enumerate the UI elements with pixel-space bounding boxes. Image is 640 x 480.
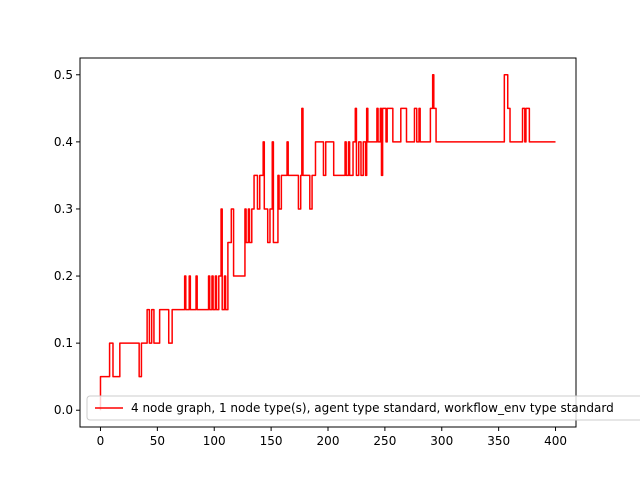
y-tick-label: 0.2 (54, 269, 73, 283)
x-tick-label: 350 (487, 434, 510, 448)
x-tick-label: 400 (544, 434, 567, 448)
y-tick-label: 0.4 (54, 135, 73, 149)
x-axis-ticks: 0 50 100 150 200 250 300 350 400 (97, 427, 567, 448)
legend: 4 node graph, 1 node type(s), agent type… (86, 395, 640, 421)
x-tick-label: 200 (317, 434, 340, 448)
y-tick-label: 0.0 (54, 403, 73, 417)
x-tick-label: 300 (430, 434, 453, 448)
x-tick-label: 250 (373, 434, 396, 448)
x-tick-label: 50 (150, 434, 165, 448)
series-line (99, 74, 556, 411)
x-tick-label: 100 (203, 434, 226, 448)
y-axis-ticks: 0.0 0.1 0.2 0.3 0.4 0.5 (54, 68, 80, 417)
legend-box (86, 395, 640, 421)
y-tick-label: 0.3 (54, 202, 73, 216)
x-tick-label: 0 (97, 434, 105, 448)
plot-area (80, 58, 576, 427)
x-tick-label: 150 (260, 434, 283, 448)
y-tick-label: 0.1 (54, 336, 73, 350)
legend-label: 4 node graph, 1 node type(s), agent type… (131, 401, 614, 415)
y-tick-label: 0.5 (54, 68, 73, 82)
